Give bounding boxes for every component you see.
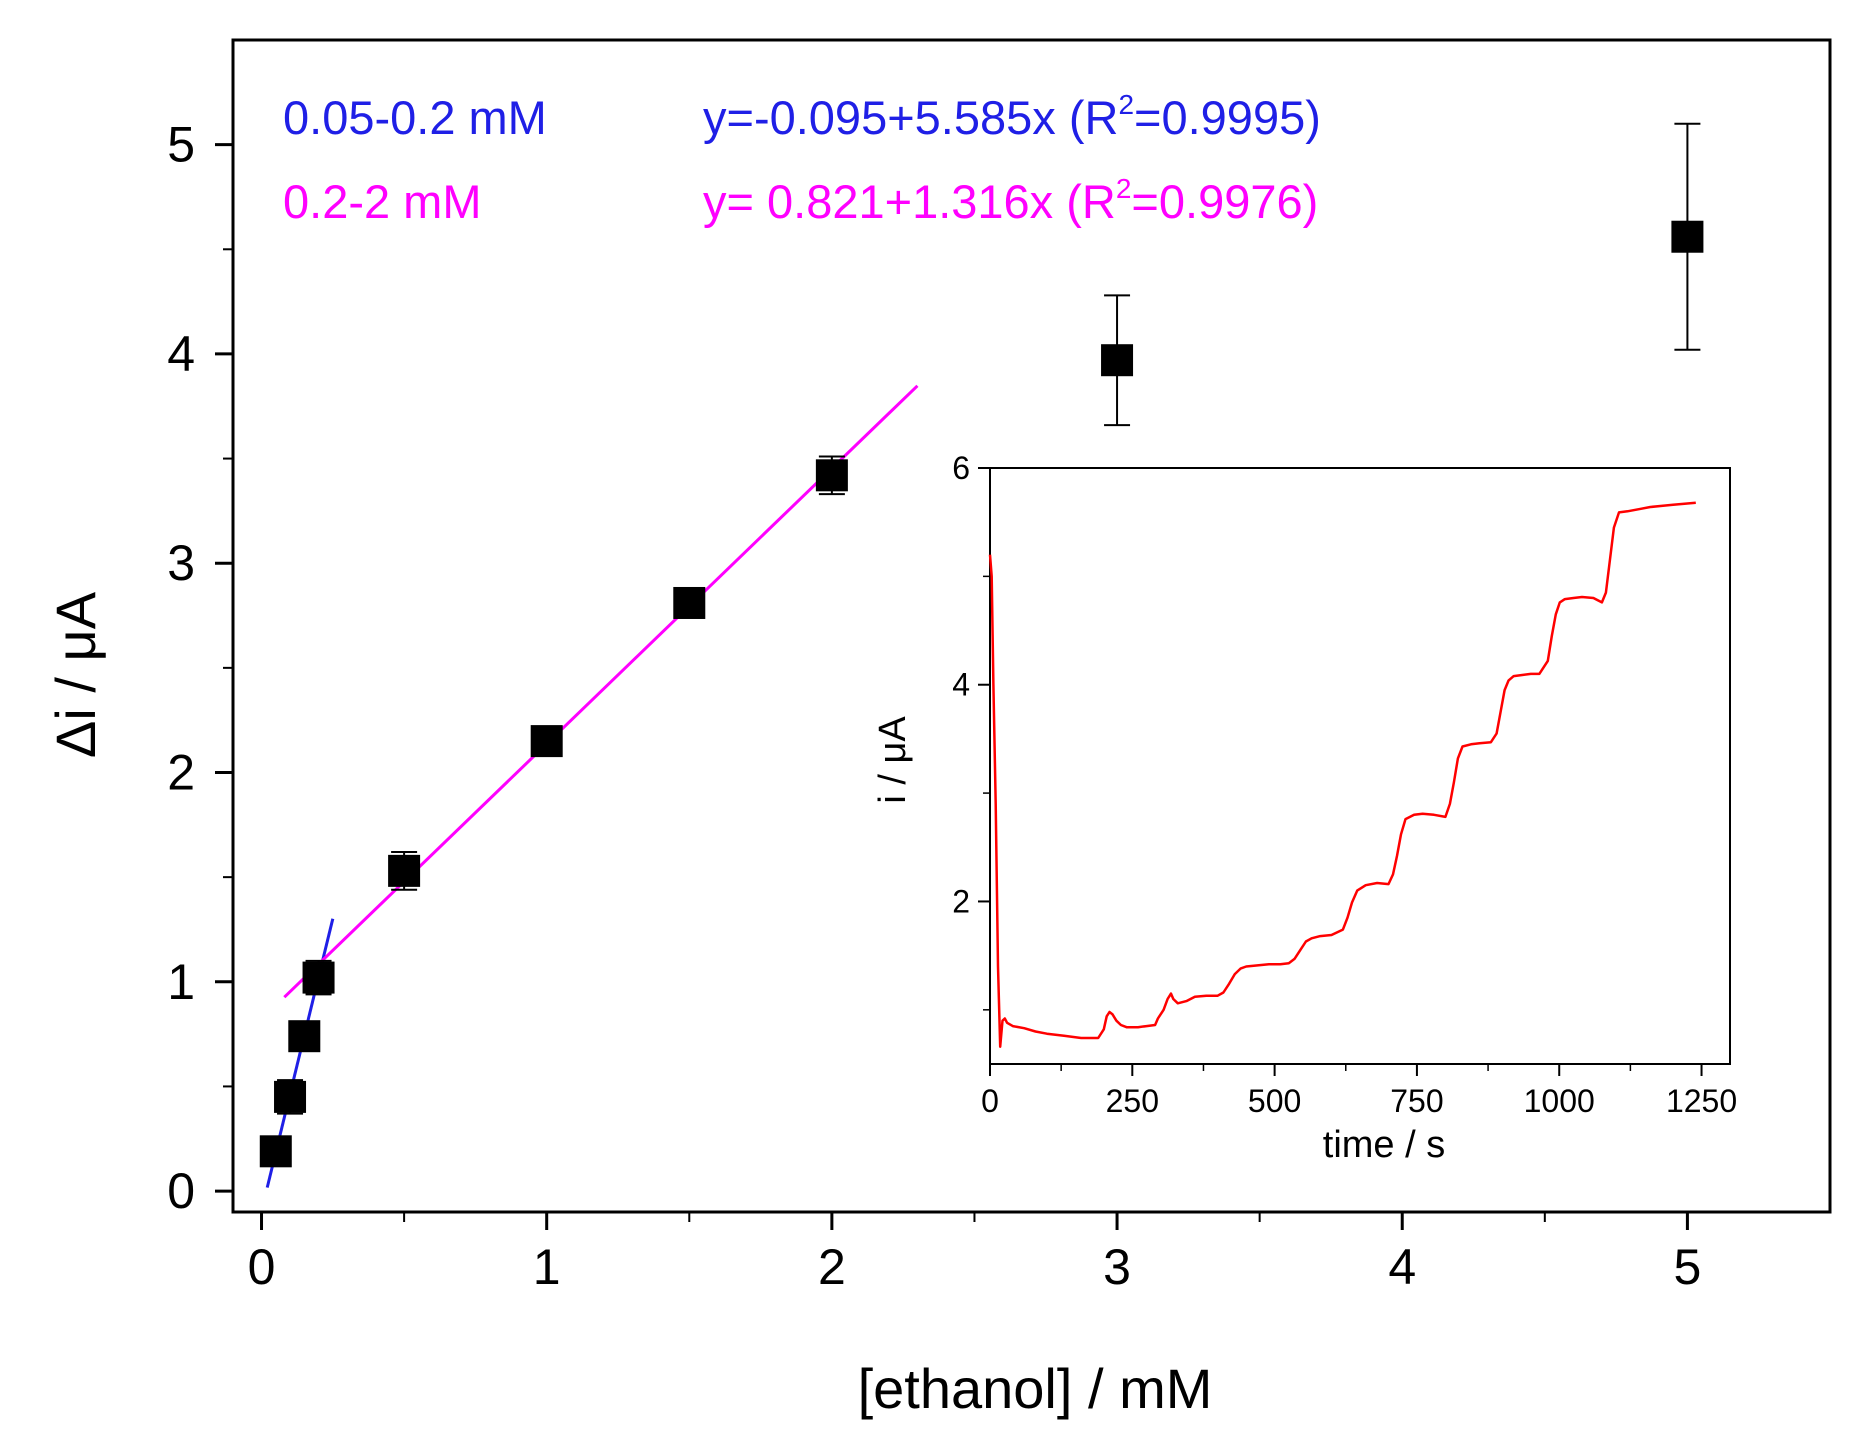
x-tick-label: 1	[533, 1239, 561, 1295]
x-axis-label: [ethanol] / mM	[858, 1357, 1213, 1420]
annotation-low-range: 0.05-0.2 mM	[283, 91, 547, 144]
data-point	[530, 725, 563, 758]
y-tick-label: 3	[167, 535, 195, 591]
y-tick-label: 2	[167, 745, 195, 801]
x-tick-label: 3	[1103, 1239, 1131, 1295]
data-point	[815, 459, 848, 492]
inset-x-tick-label: 500	[1248, 1083, 1301, 1119]
data-points	[259, 122, 1704, 1168]
inset-axis-ticks: 0 250 500 750 1000 1250 2 4 6	[952, 450, 1737, 1119]
inset-y-tick-label: 2	[952, 883, 970, 919]
main-plot-frame	[231, 38, 1832, 1214]
inset-x-axis-label: time / s	[1323, 1124, 1445, 1166]
y-tick-label: 4	[167, 326, 195, 382]
inset-y-tick-label: 6	[952, 450, 970, 486]
data-point	[302, 961, 335, 994]
inset-current-trace	[988, 501, 1696, 1048]
inset-x-tick-label: 750	[1390, 1083, 1443, 1119]
data-point	[673, 586, 706, 619]
inset-frame	[989, 467, 1731, 1065]
fit-annotations: 0.05-0.2 mM y=-0.095+5.585x (R2=0.9995) …	[283, 89, 1321, 228]
inset-y-axis-label: i / μA	[872, 716, 914, 804]
main-axis-ticks: 0 1 2 3 4 5 0 1 2 3 4 5	[167, 117, 1701, 1295]
inset-x-tick-label: 1250	[1666, 1083, 1737, 1119]
y-tick-label: 1	[167, 954, 195, 1010]
data-point	[288, 1020, 321, 1053]
inset-y-tick-label: 4	[952, 667, 970, 703]
x-tick-label: 4	[1388, 1239, 1416, 1295]
inset-x-tick-label: 250	[1106, 1083, 1159, 1119]
annotation-high-equation: y= 0.821+1.316x (R2=0.9976)	[703, 173, 1318, 228]
inset-plot: 0 250 500 750 1000 1250 2 4 6 time / s i / μA	[872, 450, 1737, 1166]
inset-x-tick-label: 1000	[1524, 1083, 1595, 1119]
data-point	[388, 854, 421, 887]
data-point	[259, 1135, 292, 1168]
fit-line-high-range	[283, 384, 919, 999]
annotation-low-equation: y=-0.095+5.585x (R2=0.9995)	[703, 89, 1321, 144]
main-plot: 0 1 2 3 4 5 0 1 2 3 4 5 [ethanol] / mM Δi / μA 0.05…	[44, 38, 1832, 1420]
annotation-high-range: 0.2-2 mM	[283, 175, 482, 228]
y-axis-label: Δi / μA	[44, 591, 107, 758]
x-tick-label: 2	[818, 1239, 846, 1295]
inset-x-tick-label: 0	[981, 1083, 999, 1119]
data-point	[1671, 220, 1704, 253]
data-point	[1101, 344, 1134, 377]
x-tick-label: 0	[248, 1239, 276, 1295]
x-tick-label: 5	[1674, 1239, 1702, 1295]
y-tick-label: 5	[167, 117, 195, 173]
y-tick-label: 0	[167, 1163, 195, 1219]
data-point	[274, 1080, 307, 1113]
